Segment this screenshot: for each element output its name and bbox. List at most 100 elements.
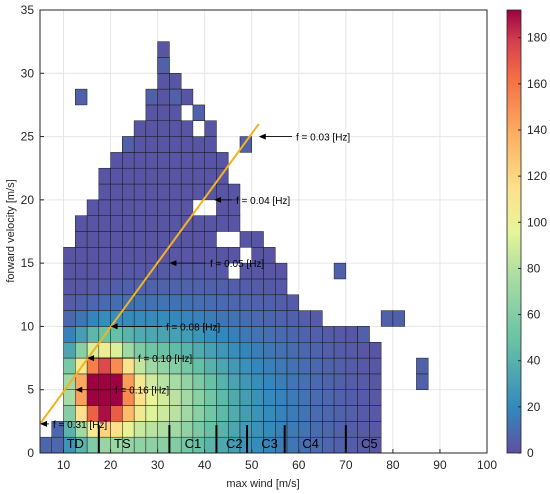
heatmap-cell: [264, 374, 276, 390]
heatmap-cell: [205, 168, 217, 184]
x-tick-label: 50: [245, 458, 259, 472]
heatmap-cell: [252, 232, 264, 248]
heatmap-cell: [346, 390, 358, 406]
x-tick-label: 10: [57, 458, 71, 472]
heatmap-cell: [264, 390, 276, 406]
heatmap-cell: [146, 232, 158, 248]
colorbar-tick-label: 0: [527, 446, 534, 460]
heatmap-cell: [146, 216, 158, 232]
colorbar-tick-label: 120: [527, 169, 547, 183]
heatmap-cell: [111, 247, 123, 263]
heatmap-cell: [193, 247, 205, 263]
heatmap-cell: [264, 311, 276, 327]
heatmap-cell: [99, 232, 111, 248]
heatmap-cell: [240, 374, 252, 390]
heatmap-cell: [75, 247, 87, 263]
heatmap-cell: [240, 279, 252, 295]
heatmap-cell: [358, 358, 370, 374]
heatmap-cell: [134, 184, 146, 200]
heatmap-cell: [134, 137, 146, 153]
heatmap-cell: [334, 421, 346, 437]
heatmap-cell: [99, 279, 111, 295]
heatmap-cell: [252, 342, 264, 358]
heatmap-cell: [193, 406, 205, 422]
heatmap-cell: [193, 279, 205, 295]
heatmap-cell: [169, 121, 181, 137]
x-tick-label: 60: [292, 458, 306, 472]
heatmap-cell: [111, 342, 123, 358]
heatmap-cell: [275, 342, 287, 358]
annotation-label: f = 0.04 [Hz]: [236, 196, 290, 207]
heatmap-cell: [146, 247, 158, 263]
heatmap-cell: [369, 374, 381, 390]
heatmap-cell: [99, 216, 111, 232]
heatmap-cell: [193, 421, 205, 437]
heatmap-cell: [111, 421, 123, 437]
heatmap-cell: [252, 326, 264, 342]
heatmap-cell: [322, 374, 334, 390]
heatmap-cell: [322, 326, 334, 342]
heatmap-cell: [334, 374, 346, 390]
heatmap-cell: [205, 374, 217, 390]
heatmap-cell: [134, 421, 146, 437]
colorbar-tick-label: 60: [527, 308, 541, 322]
heatmap-cell: [158, 232, 170, 248]
category-label: C3: [261, 436, 278, 451]
heatmap-cell: [158, 121, 170, 137]
heatmap-cell: [193, 137, 205, 153]
heatmap-cell: [158, 200, 170, 216]
annotation-label: f = 0.10 [Hz]: [138, 354, 192, 365]
heatmap-cell: [99, 263, 111, 279]
heatmap-cell: [181, 390, 193, 406]
heatmap-cell: [87, 263, 99, 279]
heatmap-cell: [346, 342, 358, 358]
heatmap-cell: [346, 437, 358, 453]
heatmap-cell: [205, 342, 217, 358]
heatmap-cell: [158, 406, 170, 422]
heatmap-cell: [181, 421, 193, 437]
heatmap-cell: [64, 358, 76, 374]
heatmap-cell: [169, 184, 181, 200]
heatmap-cell: [252, 311, 264, 327]
heatmap-cell: [146, 137, 158, 153]
heatmap-cell: [111, 358, 123, 374]
heatmap-cell: [334, 390, 346, 406]
heatmap-cell: [216, 184, 228, 200]
heatmap-cell: [346, 358, 358, 374]
heatmap-cell: [216, 295, 228, 311]
heatmap-cell: [252, 358, 264, 374]
heatmap-cell: [169, 152, 181, 168]
heatmap-cell: [346, 326, 358, 342]
x-tick-label: 30: [151, 458, 165, 472]
heatmap-cell: [169, 200, 181, 216]
heatmap-cell: [334, 326, 346, 342]
heatmap-cell: [134, 152, 146, 168]
heatmap-cell: [158, 216, 170, 232]
heatmap-cell: [134, 168, 146, 184]
heatmap-cell: [87, 311, 99, 327]
heatmap-cell: [311, 358, 323, 374]
heatmap-cell: [75, 279, 87, 295]
heatmap-cell: [216, 152, 228, 168]
heatmap-cell: [216, 406, 228, 422]
heatmap-cell: [275, 295, 287, 311]
colorbar-tick-label: 160: [527, 77, 547, 91]
heatmap-cell: [75, 311, 87, 327]
heatmap-cell: [146, 295, 158, 311]
heatmap-cell: [75, 326, 87, 342]
heatmap-cell: [334, 342, 346, 358]
heatmap-cell: [193, 216, 205, 232]
heatmap-cell: [205, 137, 217, 153]
heatmap-cell: [75, 232, 87, 248]
heatmap-cell: [99, 374, 111, 390]
heatmap-cell: [122, 137, 134, 153]
heatmap-cell: [64, 263, 76, 279]
heatmap-cell: [205, 232, 217, 248]
heatmap-cell: [287, 437, 299, 453]
heatmap-cell: [146, 200, 158, 216]
x-tick-label: 70: [339, 458, 353, 472]
heatmap-cell: [252, 374, 264, 390]
heatmap-cell: [275, 374, 287, 390]
heatmap-cell: [287, 295, 299, 311]
heatmap-cell: [111, 152, 123, 168]
